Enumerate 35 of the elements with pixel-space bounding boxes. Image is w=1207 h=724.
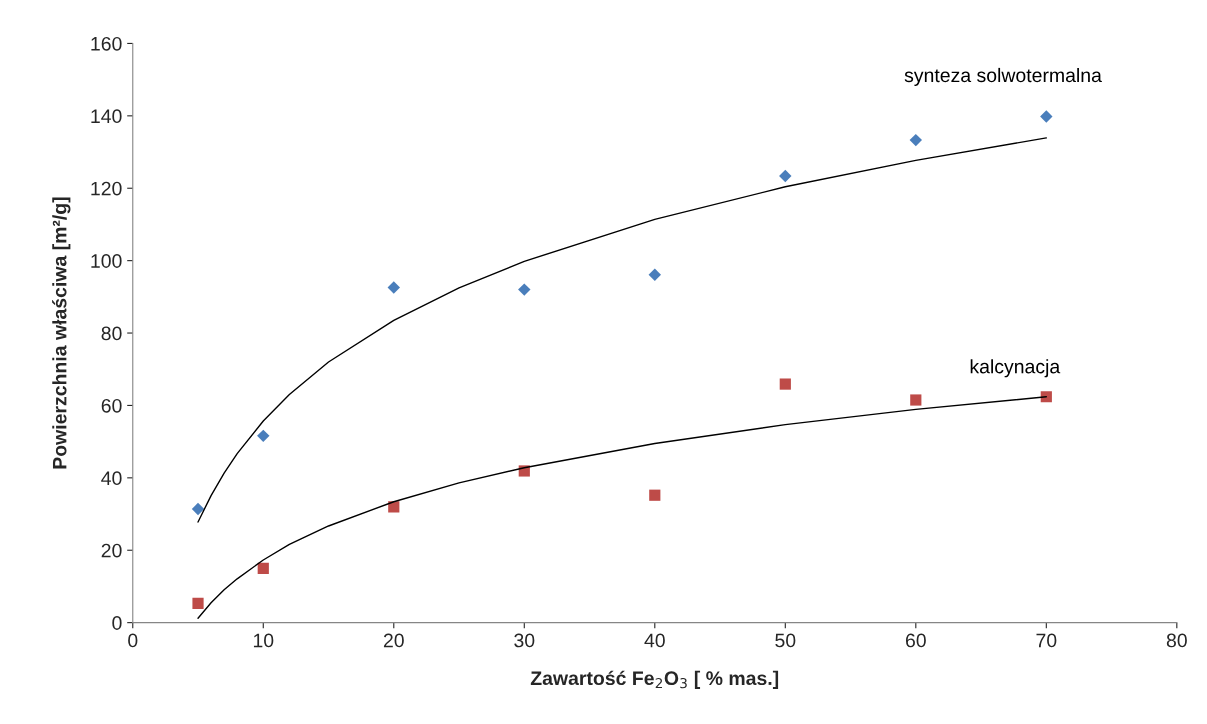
x-tick-label: 60 bbox=[905, 633, 926, 648]
point bbox=[257, 562, 269, 574]
y-tick-label: 160 bbox=[91, 36, 122, 51]
x-tick-label: 10 bbox=[253, 633, 274, 648]
y-tick-label: 40 bbox=[101, 471, 122, 486]
point bbox=[779, 378, 791, 390]
point bbox=[779, 169, 792, 183]
y-tick-label: 100 bbox=[91, 254, 122, 268]
point bbox=[191, 502, 205, 516]
x-tick-label: 0 bbox=[128, 633, 138, 648]
point bbox=[192, 597, 204, 610]
series-label: kalcynacja bbox=[970, 359, 1061, 378]
x-tick-label: 30 bbox=[514, 633, 535, 648]
point bbox=[257, 429, 270, 443]
point bbox=[648, 268, 662, 281]
x-tick-label: 80 bbox=[1166, 633, 1187, 648]
y-tick-label: 140 bbox=[91, 109, 122, 124]
y-tick-label: 20 bbox=[101, 543, 122, 558]
x-tick-label: 20 bbox=[383, 633, 404, 648]
y-axis-title: Powierzchnia właściwa [m²/g] bbox=[52, 197, 71, 469]
y-tick-label: 0 bbox=[112, 616, 122, 630]
point bbox=[518, 283, 531, 296]
point bbox=[910, 394, 922, 406]
point bbox=[387, 281, 400, 294]
x-tick-label: 40 bbox=[644, 633, 665, 648]
y-tick-label: 80 bbox=[101, 326, 122, 341]
y-tick-label: 60 bbox=[101, 398, 122, 413]
x-tick-label: 50 bbox=[775, 633, 796, 648]
y-tick-label: 120 bbox=[91, 181, 122, 196]
point bbox=[909, 133, 923, 147]
text: synteza solwotermalna bbox=[904, 67, 1102, 87]
x-tick-label: 70 bbox=[1036, 633, 1057, 648]
point bbox=[649, 489, 661, 501]
point bbox=[1040, 110, 1053, 123]
x-axis-title: Zawartość Fe$_{2}$O$_{3}$ [ % mas.] bbox=[530, 670, 779, 689]
